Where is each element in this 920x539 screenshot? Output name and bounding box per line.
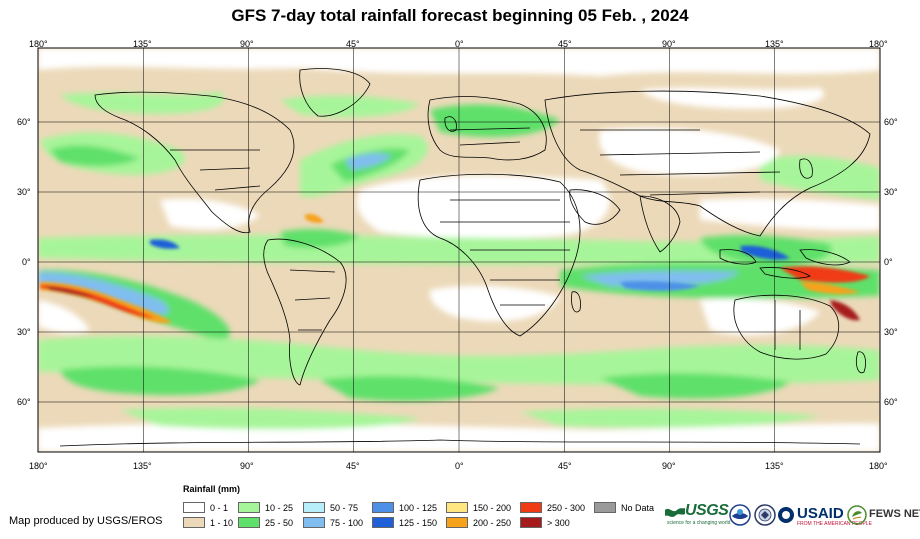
lat-label-left: 60°	[17, 397, 31, 407]
legend-label: 75 - 100	[330, 518, 364, 528]
noaa-seal-icon	[729, 500, 753, 530]
legend-label: 125 - 150	[399, 518, 438, 528]
lat-label-right: 30°	[884, 187, 898, 197]
lon-label-bottom: 180°	[29, 461, 48, 471]
usaid-name: USAID	[797, 505, 844, 522]
lat-label-left: 60°	[17, 117, 31, 127]
lon-label-bottom: 90°	[240, 461, 254, 471]
lon-label-top: 135°	[765, 39, 784, 49]
country-boundaries	[59, 68, 871, 447]
rainfall-field	[38, 48, 880, 452]
lat-label-left: 0°	[22, 257, 31, 267]
lon-label-bottom: 45°	[346, 461, 360, 471]
fews-net-leaf-icon	[847, 505, 867, 525]
map-frame	[37, 47, 881, 453]
legend-label: 0 - 1	[210, 503, 229, 513]
legend-swatch	[520, 502, 542, 513]
legend-swatch	[446, 502, 468, 513]
lon-label-bottom: 0°	[455, 461, 464, 471]
map-canvas	[37, 47, 881, 453]
legend-swatch	[183, 517, 205, 528]
lon-label-top: 135°	[133, 39, 152, 49]
map-title: GFS 7-day total rainfall forecast beginn…	[231, 6, 689, 25]
agency-logos: USGS science for a changing world USAID …	[665, 500, 920, 530]
rainfall-map: 180° 135° 90° 45° 0° 45° 90° 135° 180° 1…	[17, 39, 898, 471]
usgs-tagline: science for a changing world	[667, 520, 731, 526]
lon-label-top: 90°	[240, 39, 254, 49]
legend-swatch	[446, 517, 468, 528]
lon-label-top: 180°	[869, 39, 888, 49]
lon-label-bottom: 135°	[133, 461, 152, 471]
lat-label-left: 30°	[17, 187, 31, 197]
legend-swatch	[372, 502, 394, 513]
graticule	[38, 48, 880, 452]
lat-label-right: 0°	[884, 257, 893, 267]
legend-title: Rainfall (mm)	[183, 484, 241, 494]
lon-label-bottom: 135°	[765, 461, 784, 471]
usgs-wave-icon	[665, 508, 685, 517]
legend-swatch	[520, 517, 542, 528]
lon-label-top: 45°	[558, 39, 572, 49]
legend-swatch	[372, 517, 394, 528]
fews-net-name: FEWS NET	[869, 508, 920, 520]
lon-label-top: 45°	[346, 39, 360, 49]
lon-label-top: 0°	[455, 39, 464, 49]
lon-label-top: 90°	[662, 39, 676, 49]
legend-label: > 300	[547, 518, 570, 528]
state-department-seal-icon	[754, 500, 778, 530]
lon-label-top: 180°	[29, 39, 48, 49]
lat-label-right: 60°	[884, 397, 898, 407]
legend-label: No Data	[621, 503, 655, 513]
legend-swatch	[238, 517, 260, 528]
lat-label-left: 30°	[17, 327, 31, 337]
lon-label-bottom: 180°	[869, 461, 888, 471]
legend-swatch	[303, 502, 325, 513]
legend-swatch	[303, 517, 325, 528]
legend-label: 1 - 10	[210, 518, 234, 528]
lat-label-right: 30°	[884, 327, 898, 337]
lon-label-bottom: 45°	[558, 461, 572, 471]
usaid-seal-icon	[778, 507, 794, 523]
map-credit: Map produced by USGS/EROS	[9, 515, 163, 527]
lon-label-bottom: 90°	[662, 461, 676, 471]
legend-label: 100 - 125	[399, 503, 438, 513]
legend-label: 50 - 75	[330, 503, 359, 513]
fews-net-logo: FEWS NET	[847, 500, 920, 530]
usgs-name: USGS	[685, 502, 729, 519]
legend-label: 150 - 200	[473, 503, 512, 513]
legend-label: 200 - 250	[473, 518, 512, 528]
usaid-logo: USAID FROM THE AMERICAN PEOPLE	[777, 500, 872, 530]
legend-swatch	[594, 502, 616, 513]
legend-swatch	[183, 502, 205, 513]
legend-label: 10 - 25	[265, 503, 294, 513]
usgs-logo: USGS science for a changing world	[665, 500, 731, 530]
lat-label-right: 60°	[884, 117, 898, 127]
legend-swatch	[238, 502, 260, 513]
legend-label: 25 - 50	[265, 518, 294, 528]
usaid-tagline: FROM THE AMERICAN PEOPLE	[797, 521, 872, 527]
legend-label: 250 - 300	[547, 503, 586, 513]
